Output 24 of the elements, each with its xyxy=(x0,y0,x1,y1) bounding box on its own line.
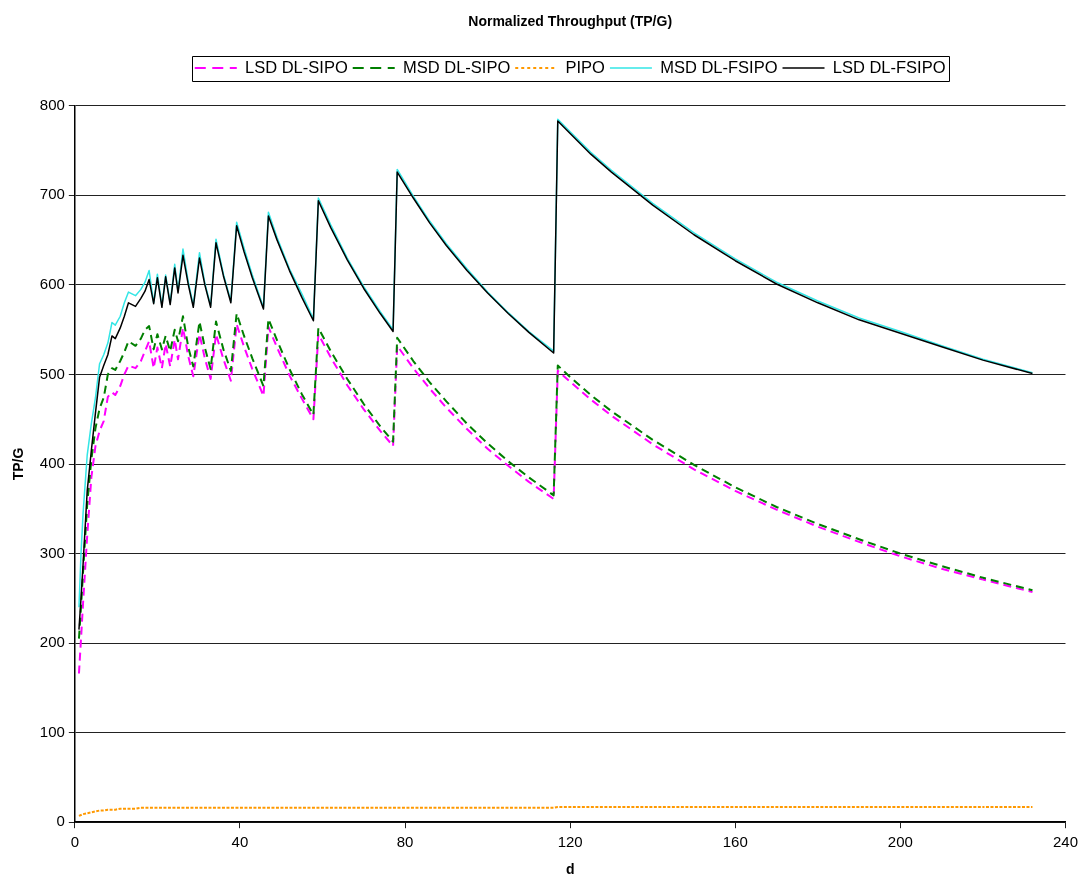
x-tick-label: 200 xyxy=(887,833,913,851)
x-tick-label: 0 xyxy=(70,833,79,851)
y-tick-label: 500 xyxy=(39,364,65,382)
x-tick-label: 40 xyxy=(231,833,249,851)
x-axis-title: d xyxy=(565,861,575,878)
x-tick-label: 80 xyxy=(396,833,414,851)
legend-label: PIPO xyxy=(565,57,606,76)
x-tick-label: 160 xyxy=(722,833,748,851)
y-axis-title: TP/G xyxy=(10,447,27,481)
x-tick-label: 120 xyxy=(557,833,583,851)
legend-label: MSD DL-SIPO xyxy=(402,57,511,76)
legend-label: MSD DL-FSIPO xyxy=(660,57,778,76)
y-tick-label: 0 xyxy=(56,812,65,830)
y-tick-label: 600 xyxy=(39,275,65,293)
legend-label: LSD DL-FSIPO xyxy=(832,57,946,76)
legend-label: LSD DL-SIPO xyxy=(245,57,348,76)
x-tick-label: 240 xyxy=(1052,833,1078,851)
y-tick-label: 400 xyxy=(39,454,65,472)
y-tick-label: 200 xyxy=(39,633,65,651)
y-tick-label: 800 xyxy=(39,95,65,113)
y-tick-label: 300 xyxy=(39,543,65,561)
chart-title: Normalized Throughput (TP/G) xyxy=(468,13,673,30)
y-tick-label: 100 xyxy=(39,722,65,740)
y-tick-label: 700 xyxy=(39,185,65,203)
